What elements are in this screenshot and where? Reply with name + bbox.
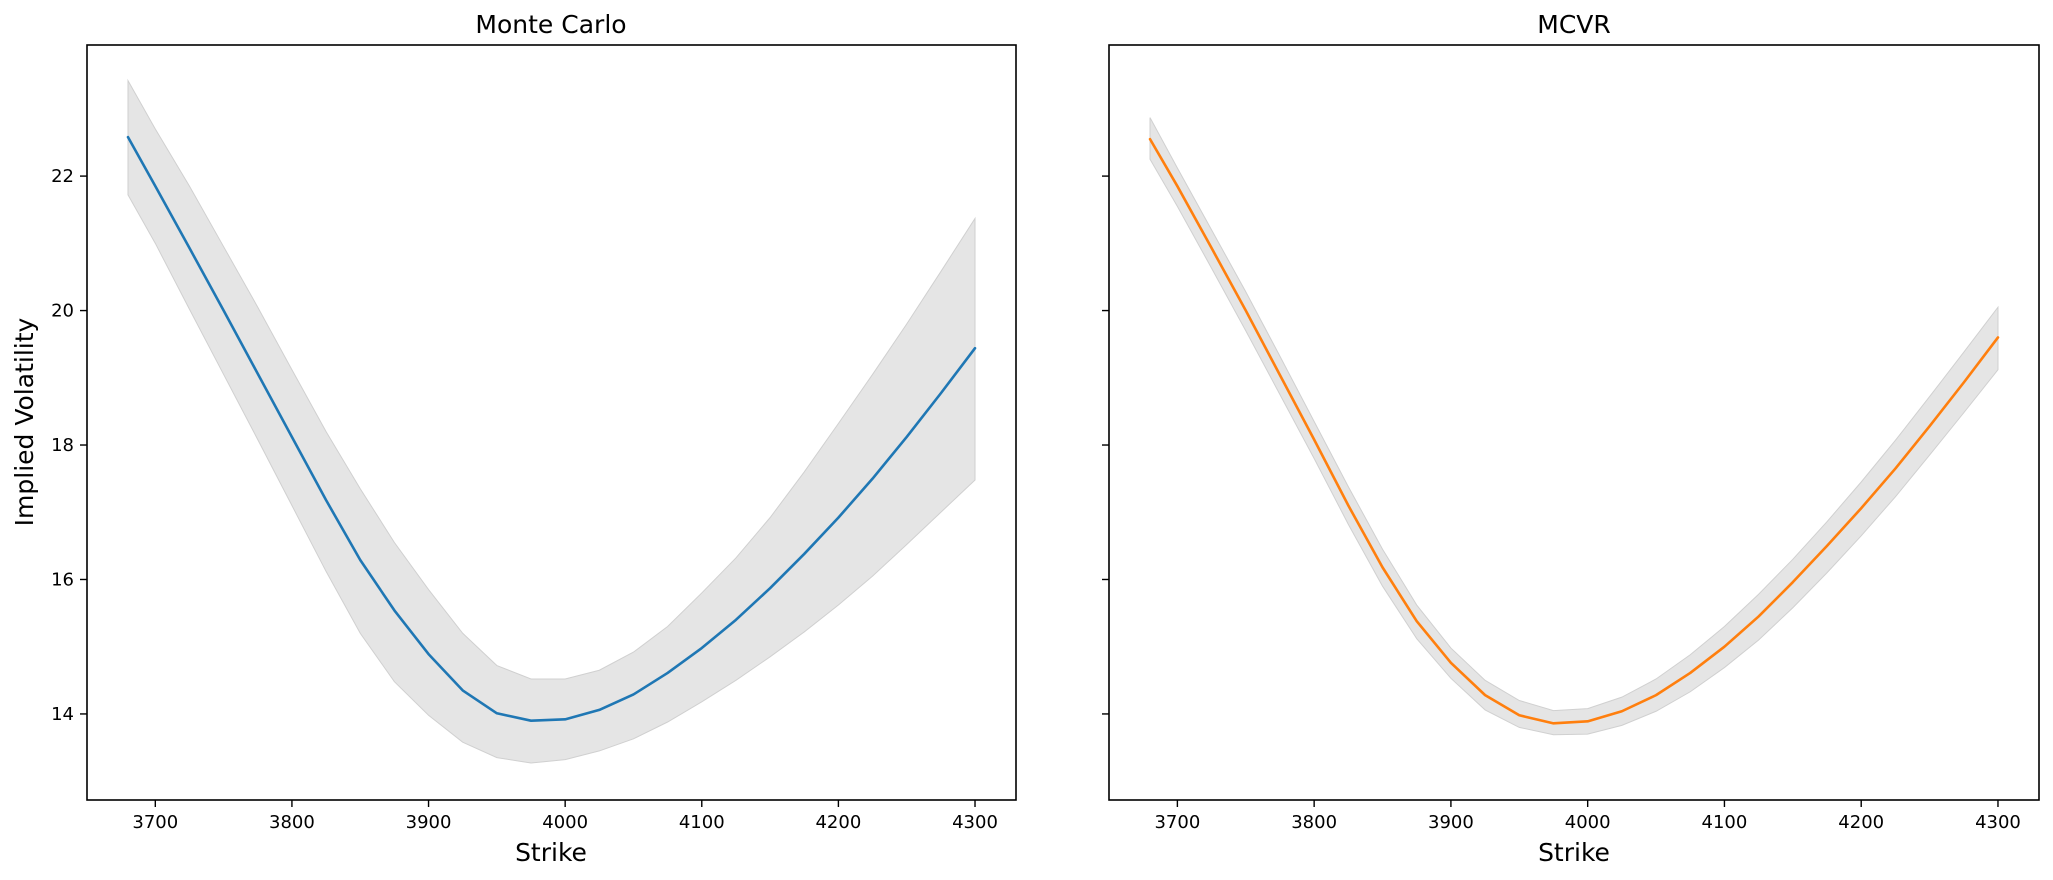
monte-carlo-title: Monte Carlo (475, 10, 626, 39)
monte-carlo-y-tick-label: 18 (51, 435, 74, 456)
monte-carlo-y-tick-label: 20 (51, 301, 74, 322)
monte-carlo-x-tick-label: 3900 (406, 812, 452, 833)
monte-carlo-series-line (126, 135, 977, 722)
mcvr-panel: MCVR Strike 3700 3800 3900 4000 4100 4200 4300 (1102, 10, 2040, 867)
monte-carlo-band-layer (127, 78, 976, 764)
monte-carlo-panel: Monte Carlo Implied Volatility Strike 37… (10, 10, 1017, 867)
monte-carlo-confidence-band (127, 78, 976, 764)
monte-carlo-x-tick-label: 3800 (269, 812, 315, 833)
mcvr-band-layer (1149, 117, 1999, 736)
mcvr-x-tick-label: 4200 (1838, 812, 1884, 833)
monte-carlo-y-axis-label: Implied Volatility (10, 317, 39, 526)
monte-carlo-x-tick-label: 4100 (679, 812, 725, 833)
mcvr-plot-frame (1108, 44, 2040, 801)
mcvr-x-ticks: 3700 3800 3900 4000 4100 4200 4300 (1154, 800, 2021, 833)
monte-carlo-x-tick-label: 4300 (952, 812, 998, 833)
mcvr-x-tick-label: 3700 (1154, 812, 1200, 833)
monte-carlo-y-tick-label: 16 (51, 569, 74, 590)
monte-carlo-x-ticks: 3700 3800 3900 4000 4100 4200 4300 (132, 800, 998, 833)
monte-carlo-x-axis-label: Strike (515, 838, 587, 867)
monte-carlo-x-tick-label: 4200 (815, 812, 861, 833)
mcvr-line-layer (1148, 137, 2000, 725)
mcvr-x-tick-label: 3900 (1428, 812, 1474, 833)
monte-carlo-plot-frame (86, 44, 1017, 801)
mcvr-x-tick-label: 4300 (1975, 812, 2021, 833)
monte-carlo-x-tick-label: 4000 (542, 812, 588, 833)
monte-carlo-line-layer (126, 135, 977, 722)
monte-carlo-y-tick-label: 14 (51, 704, 74, 725)
mcvr-x-tick-label: 4100 (1702, 812, 1748, 833)
mcvr-confidence-band (1149, 117, 1999, 736)
mcvr-x-tick-label: 3800 (1291, 812, 1337, 833)
mcvr-x-axis-label: Strike (1538, 838, 1610, 867)
mcvr-title: MCVR (1537, 10, 1611, 39)
mcvr-y-ticks (1102, 175, 1109, 715)
mcvr-series-line (1148, 137, 2000, 725)
monte-carlo-x-tick-label: 3700 (132, 812, 178, 833)
monte-carlo-y-tick-label: 22 (51, 166, 74, 187)
mcvr-x-tick-label: 4000 (1565, 812, 1611, 833)
monte-carlo-y-ticks: 14 16 18 20 22 (51, 166, 87, 725)
